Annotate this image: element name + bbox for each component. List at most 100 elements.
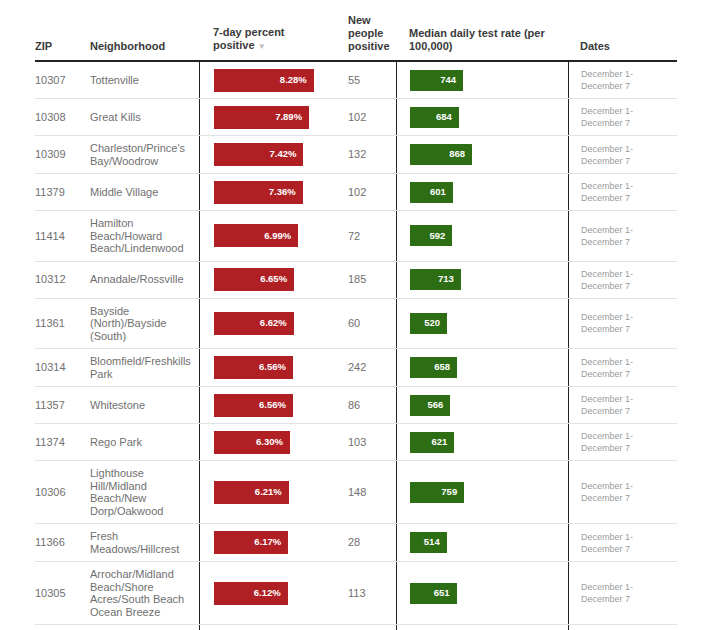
percent-header-wrap: 7-day percent positive ▼ bbox=[213, 26, 309, 53]
column-header-zip[interactable]: ZIP bbox=[35, 40, 90, 53]
test-rate-cell: 520 bbox=[396, 299, 568, 349]
dates-cell: December 1- December 7 bbox=[568, 461, 677, 523]
neighborhood-cell: Whitestone bbox=[90, 387, 199, 423]
zip-cell: 10312 bbox=[35, 262, 90, 298]
percent-header-label: 7-day percent positive bbox=[213, 26, 285, 51]
test-rate-cell: 713 bbox=[396, 262, 568, 298]
neighborhood-cell: Lighthouse Hill/Midland Beach/New Dorp/O… bbox=[90, 461, 199, 523]
neighborhood-cell: Bloomfield/Freshkills Park bbox=[90, 349, 199, 386]
neighborhood-cell: Arrochar/Midland Beach/Shore Acres/South… bbox=[90, 562, 199, 624]
dates-line-1: December 1- bbox=[581, 268, 633, 280]
sort-descending-icon: ▼ bbox=[258, 42, 266, 51]
dates-line-1: December 1- bbox=[581, 531, 633, 543]
new-people-cell: 28 bbox=[348, 524, 396, 561]
neighborhood-label: Lighthouse Hill/Midland Beach/New Dorp/O… bbox=[90, 467, 187, 517]
test-rate-cell: 621 bbox=[396, 424, 568, 460]
percent-bar: 6.56% bbox=[214, 394, 293, 417]
dates-line-2: December 7 bbox=[581, 492, 630, 504]
dates-line-2: December 7 bbox=[581, 192, 630, 204]
percent-bar: 6.56% bbox=[214, 356, 293, 379]
percent-cell: 7.42% bbox=[199, 136, 348, 173]
percent-cell: 6.99% bbox=[199, 211, 348, 261]
percent-bar: 6.12% bbox=[214, 582, 288, 605]
dates-cell: December 1- December 7 bbox=[568, 211, 677, 261]
dates-cell: December 1- December 7 bbox=[568, 524, 677, 561]
zip-cell: 10314 bbox=[35, 349, 90, 386]
zip-cell: 11378 bbox=[35, 625, 90, 630]
percent-bar: 7.42% bbox=[214, 143, 303, 166]
percent-cell: 6.17% bbox=[199, 524, 348, 561]
test-rate-cell: 514 bbox=[396, 524, 568, 561]
neighborhood-cell: Middle Village bbox=[90, 174, 199, 210]
new-people-cell: 113 bbox=[348, 562, 396, 624]
dates-cell: December 1- December 7 bbox=[568, 99, 677, 135]
neighborhood-label: Tottenville bbox=[90, 74, 139, 87]
zip-cell: 11357 bbox=[35, 387, 90, 423]
column-header-dates[interactable]: Dates bbox=[568, 40, 677, 53]
percent-cell: 6.56% bbox=[199, 349, 348, 386]
neighborhood-cell: Charleston/Prince's Bay/Woodrow bbox=[90, 136, 199, 173]
test-rate-cell: 868 bbox=[396, 136, 568, 173]
dates-line-2: December 7 bbox=[581, 236, 630, 248]
neighborhood-label: Middle Village bbox=[90, 186, 158, 199]
neighborhood-label: Hamilton Beach/Howard Beach/Lindenwood bbox=[90, 217, 187, 255]
new-people-cell: 148 bbox=[348, 461, 396, 523]
percent-cell: 6.56% bbox=[199, 387, 348, 423]
dates-line-1: December 1- bbox=[581, 480, 633, 492]
zip-cell: 11374 bbox=[35, 424, 90, 460]
test-rate-bar: 684 bbox=[410, 107, 459, 128]
percent-bar: 8.28% bbox=[214, 69, 314, 92]
neighborhood-cell: Annadale/Rossville bbox=[90, 262, 199, 298]
dates-line-1: December 1- bbox=[581, 224, 633, 236]
percent-cell: 6.65% bbox=[199, 262, 348, 298]
dates-line-1: December 1- bbox=[581, 143, 633, 155]
new-people-cell: 132 bbox=[348, 136, 396, 173]
dates-line-1: December 1- bbox=[581, 581, 633, 593]
test-rate-bar: 658 bbox=[410, 357, 457, 378]
table-row: 11366 Fresh Meadows/Hillcrest 6.17% 28 5… bbox=[35, 524, 677, 562]
table-row: 10306 Lighthouse Hill/Midland Beach/New … bbox=[35, 461, 677, 524]
dates-line-1: December 1- bbox=[581, 393, 633, 405]
neighborhood-label: Bayside (North)/Bayside (South) bbox=[90, 305, 187, 343]
column-header-test-rate[interactable]: Median daily test rate (per 100,000) bbox=[396, 27, 568, 53]
neighborhood-cell: Hamilton Beach/Howard Beach/Lindenwood bbox=[90, 211, 199, 261]
neighborhood-label: Charleston/Prince's Bay/Woodrow bbox=[90, 142, 187, 167]
dates-cell: December 1- December 7 bbox=[568, 299, 677, 349]
table-row: 10305 Arrochar/Midland Beach/Shore Acres… bbox=[35, 562, 677, 625]
zip-cell: 11414 bbox=[35, 211, 90, 261]
neighborhood-label: Rego Park bbox=[90, 436, 142, 449]
column-header-new-people[interactable]: New people positive bbox=[348, 14, 396, 53]
test-rate-bar: 566 bbox=[410, 395, 450, 416]
zip-cell: 10306 bbox=[35, 461, 90, 523]
column-header-percent-positive[interactable]: 7-day percent positive ▼ bbox=[199, 26, 348, 53]
dates-cell: December 1- December 7 bbox=[568, 174, 677, 210]
dates-line-2: December 7 bbox=[581, 543, 630, 555]
test-rate-cell: 587 bbox=[396, 625, 568, 630]
test-rate-cell: 592 bbox=[396, 211, 568, 261]
table-row: 11379 Middle Village 7.36% 102 601 Decem… bbox=[35, 174, 677, 211]
dates-line-2: December 7 bbox=[581, 368, 630, 380]
dates-line-1: December 1- bbox=[581, 68, 633, 80]
test-rate-bar: 621 bbox=[410, 432, 454, 453]
dates-cell: December 1- December 7 bbox=[568, 387, 677, 423]
zip-cell: 11361 bbox=[35, 299, 90, 349]
dates-line-2: December 7 bbox=[581, 117, 630, 129]
new-people-cell: 102 bbox=[348, 174, 396, 210]
test-rate-bar: 592 bbox=[410, 225, 452, 246]
table-row: 11374 Rego Park 6.30% 103 621 December 1… bbox=[35, 424, 677, 461]
test-rate-bar: 868 bbox=[410, 144, 472, 165]
new-people-cell: 86 bbox=[348, 387, 396, 423]
column-header-neighborhood[interactable]: Neighborhood bbox=[90, 40, 199, 53]
new-people-cell: 103 bbox=[348, 424, 396, 460]
test-rate-cell: 684 bbox=[396, 99, 568, 135]
percent-bar: 6.21% bbox=[214, 481, 289, 504]
neighborhood-cell: Fresh Meadows/Hillcrest bbox=[90, 524, 199, 561]
test-rate-cell: 601 bbox=[396, 174, 568, 210]
new-people-cell: 55 bbox=[348, 62, 396, 98]
table-body: 10307 Tottenville 8.28% 55 744 December … bbox=[35, 62, 677, 630]
zip-cell: 10309 bbox=[35, 136, 90, 173]
table-row: 10309 Charleston/Prince's Bay/Woodrow 7.… bbox=[35, 136, 677, 174]
neighborhood-label: Arrochar/Midland Beach/Shore Acres/South… bbox=[90, 568, 187, 618]
test-rate-cell: 759 bbox=[396, 461, 568, 523]
percent-bar: 7.89% bbox=[214, 106, 309, 129]
